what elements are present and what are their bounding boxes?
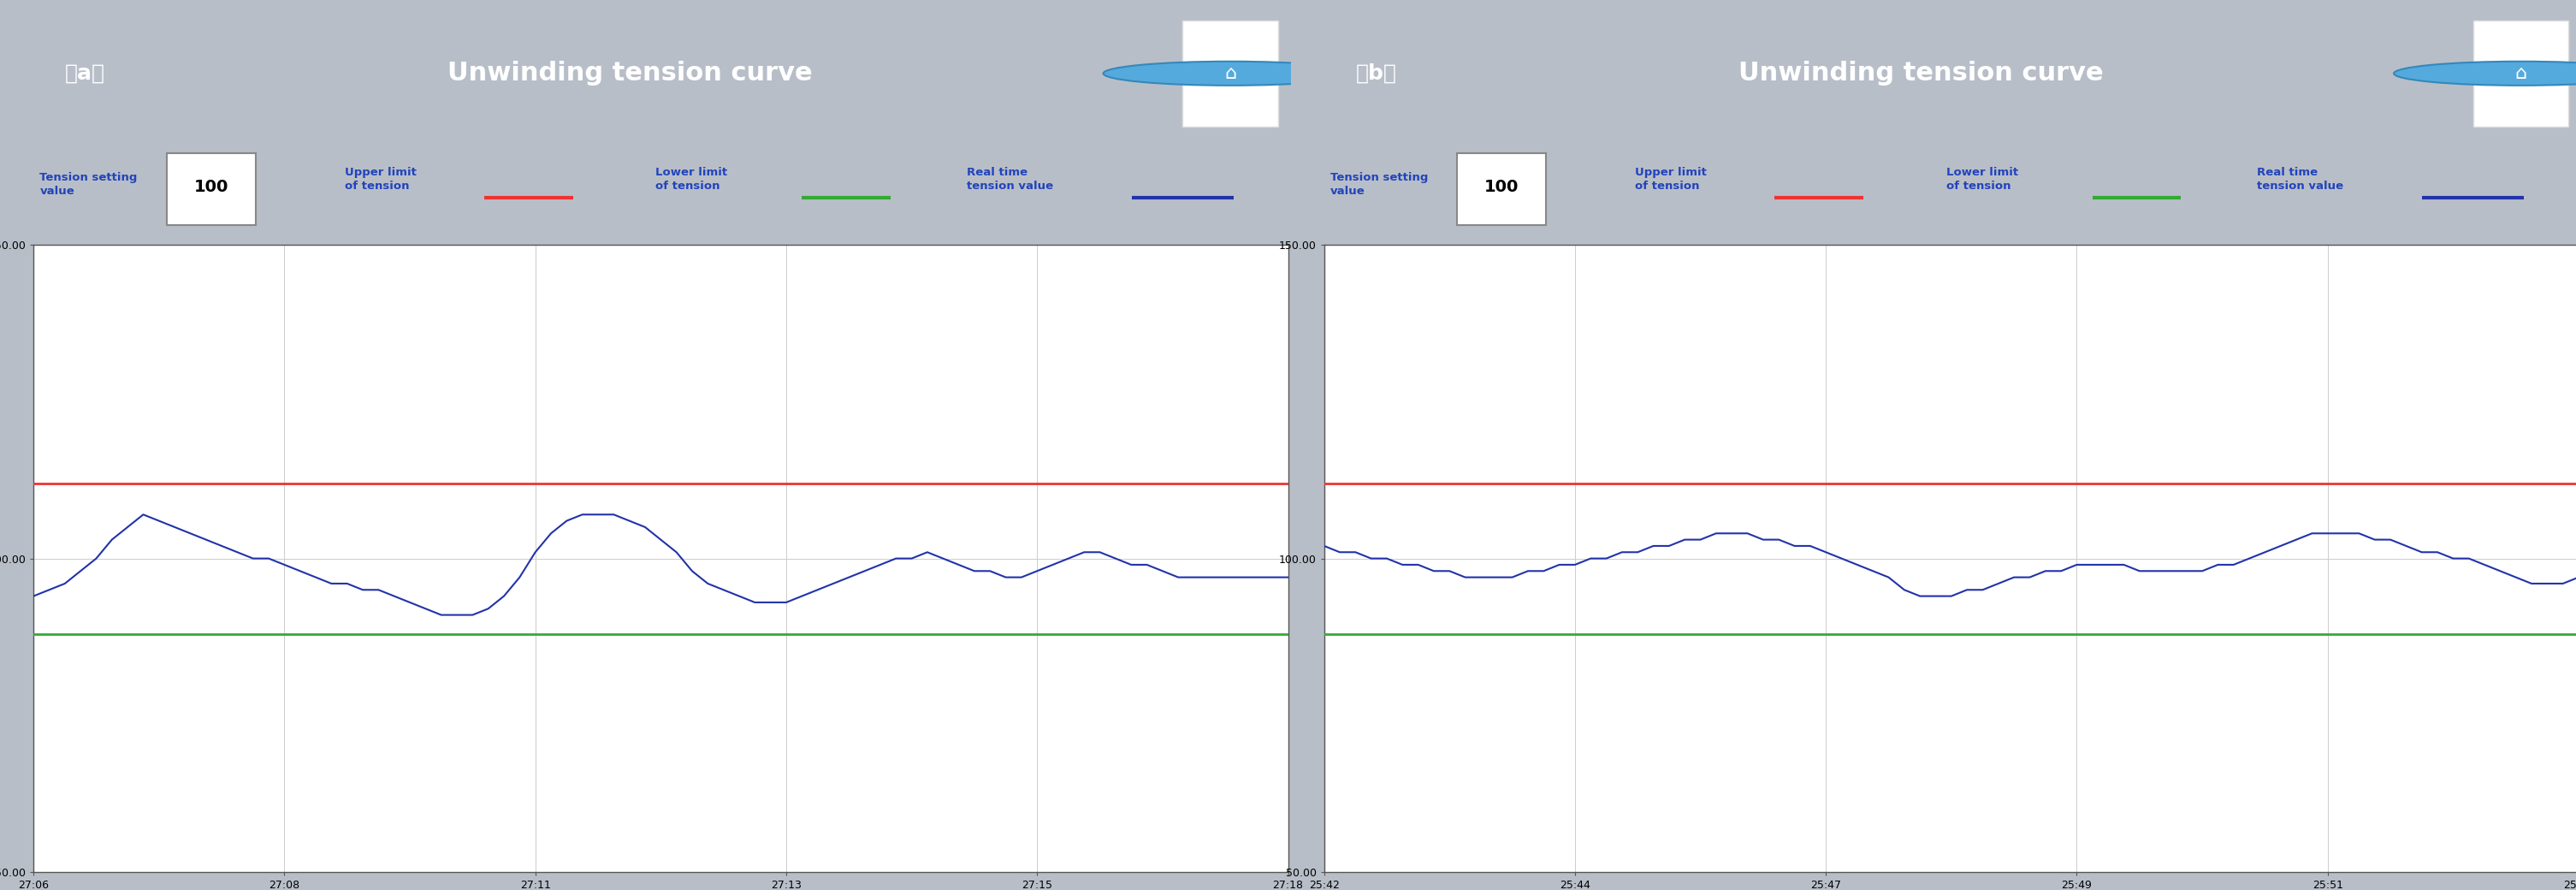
FancyBboxPatch shape xyxy=(167,153,255,225)
Text: Tension setting
value: Tension setting value xyxy=(1329,172,1427,197)
Text: Lower limit
of tension: Lower limit of tension xyxy=(1947,166,2017,191)
Circle shape xyxy=(2393,61,2576,85)
Text: ⌂: ⌂ xyxy=(2514,65,2527,82)
Text: （a）: （a） xyxy=(64,63,106,84)
FancyBboxPatch shape xyxy=(1182,20,1278,126)
Text: 100: 100 xyxy=(1484,179,1520,195)
Text: Lower limit
of tension: Lower limit of tension xyxy=(654,166,726,191)
Text: Upper limit
of tension: Upper limit of tension xyxy=(1636,166,1708,191)
Text: 100: 100 xyxy=(193,179,229,195)
Circle shape xyxy=(1103,61,1358,85)
FancyBboxPatch shape xyxy=(2473,20,2568,126)
Text: Real time
tension value: Real time tension value xyxy=(2257,166,2344,191)
Text: Upper limit
of tension: Upper limit of tension xyxy=(345,166,417,191)
Text: Tension setting
value: Tension setting value xyxy=(39,172,137,197)
Text: （b）: （b） xyxy=(1355,63,1396,84)
FancyBboxPatch shape xyxy=(1458,153,1546,225)
Text: ⌂: ⌂ xyxy=(1224,65,1236,82)
Text: Unwinding tension curve: Unwinding tension curve xyxy=(1739,61,2102,85)
Text: Unwinding tension curve: Unwinding tension curve xyxy=(448,61,811,85)
Text: Real time
tension value: Real time tension value xyxy=(966,166,1054,191)
